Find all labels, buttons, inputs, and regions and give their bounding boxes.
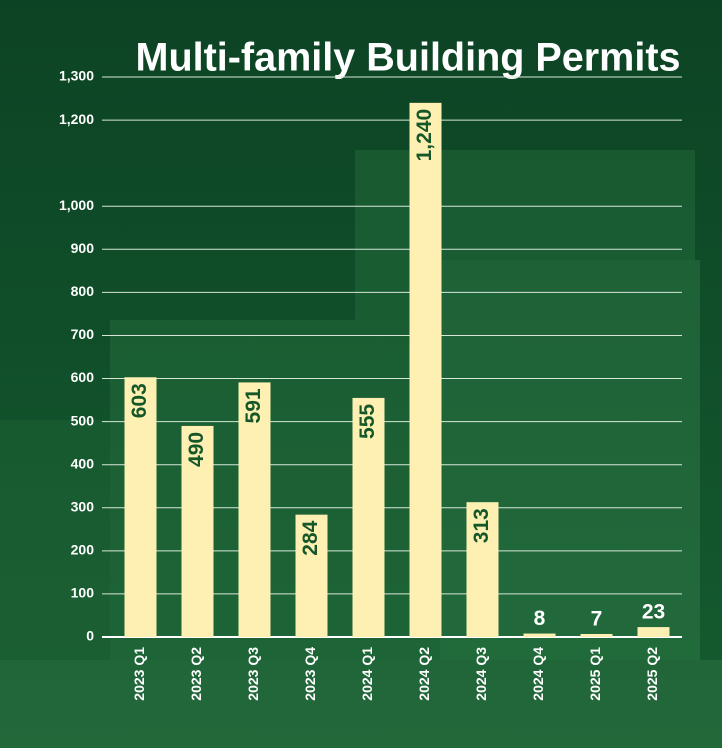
value-label: 1,240 [413,109,436,162]
y-tick-label: 300 [71,498,95,514]
y-tick-label: 500 [71,412,95,428]
bar [524,634,556,637]
x-tick-label: 2023 Q2 [188,647,204,701]
y-tick-label: 0 [86,628,94,644]
x-tick-label: 2024 Q1 [359,647,375,701]
bar [638,627,670,637]
x-tick-label: 2023 Q1 [131,647,147,701]
value-label: 490 [185,432,208,467]
x-tick-label: 2025 Q2 [644,647,660,701]
y-tick-label: 200 [71,542,95,558]
x-tick-label: 2023 Q3 [245,647,261,701]
y-tick-label: 800 [71,283,95,299]
chart-title: Multi-family Building Permits [136,36,681,80]
y-tick-label: 1,200 [59,111,94,127]
y-tick-label: 1,300 [59,68,94,84]
value-label: 555 [356,404,379,439]
y-tick-label: 600 [71,369,95,385]
x-tick-label: 2024 Q2 [416,647,432,701]
value-label: 313 [470,508,493,543]
y-tick-label: 1,000 [59,197,94,213]
value-label: 591 [242,388,265,423]
value-label: 23 [642,601,665,624]
value-label: 7 [591,608,603,631]
bar [410,103,442,637]
chart: Multi-family Building Permits 0 100 200 300… [0,0,722,748]
x-tick-label: 2025 Q1 [587,647,603,701]
y-tick-label: 100 [71,585,95,601]
y-tick-label: 700 [71,326,95,342]
value-label: 603 [128,383,151,418]
value-label: 284 [299,520,322,555]
x-tick-label: 2024 Q4 [530,647,546,701]
x-tick-label: 2024 Q3 [473,647,489,701]
y-tick-label: 400 [71,455,95,471]
page: {"chart_data": {"type": "bar", "title": … [0,0,722,748]
bar [581,634,613,637]
value-label: 8 [534,607,546,630]
x-tick-label: 2023 Q4 [302,647,318,701]
y-tick-label: 900 [71,240,95,256]
